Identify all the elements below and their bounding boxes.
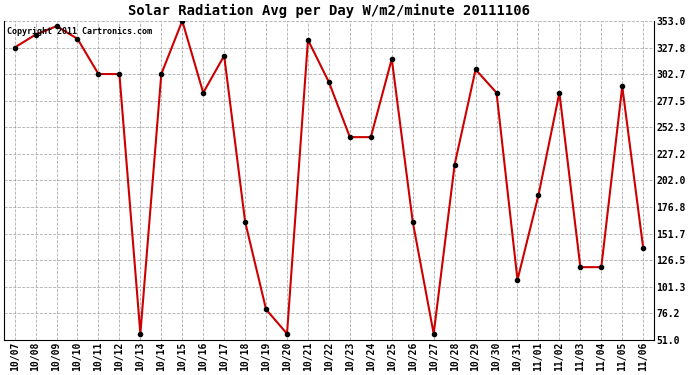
Title: Solar Radiation Avg per Day W/m2/minute 20111106: Solar Radiation Avg per Day W/m2/minute … xyxy=(128,4,530,18)
Text: Copyright 2011 Cartronics.com: Copyright 2011 Cartronics.com xyxy=(8,27,152,36)
